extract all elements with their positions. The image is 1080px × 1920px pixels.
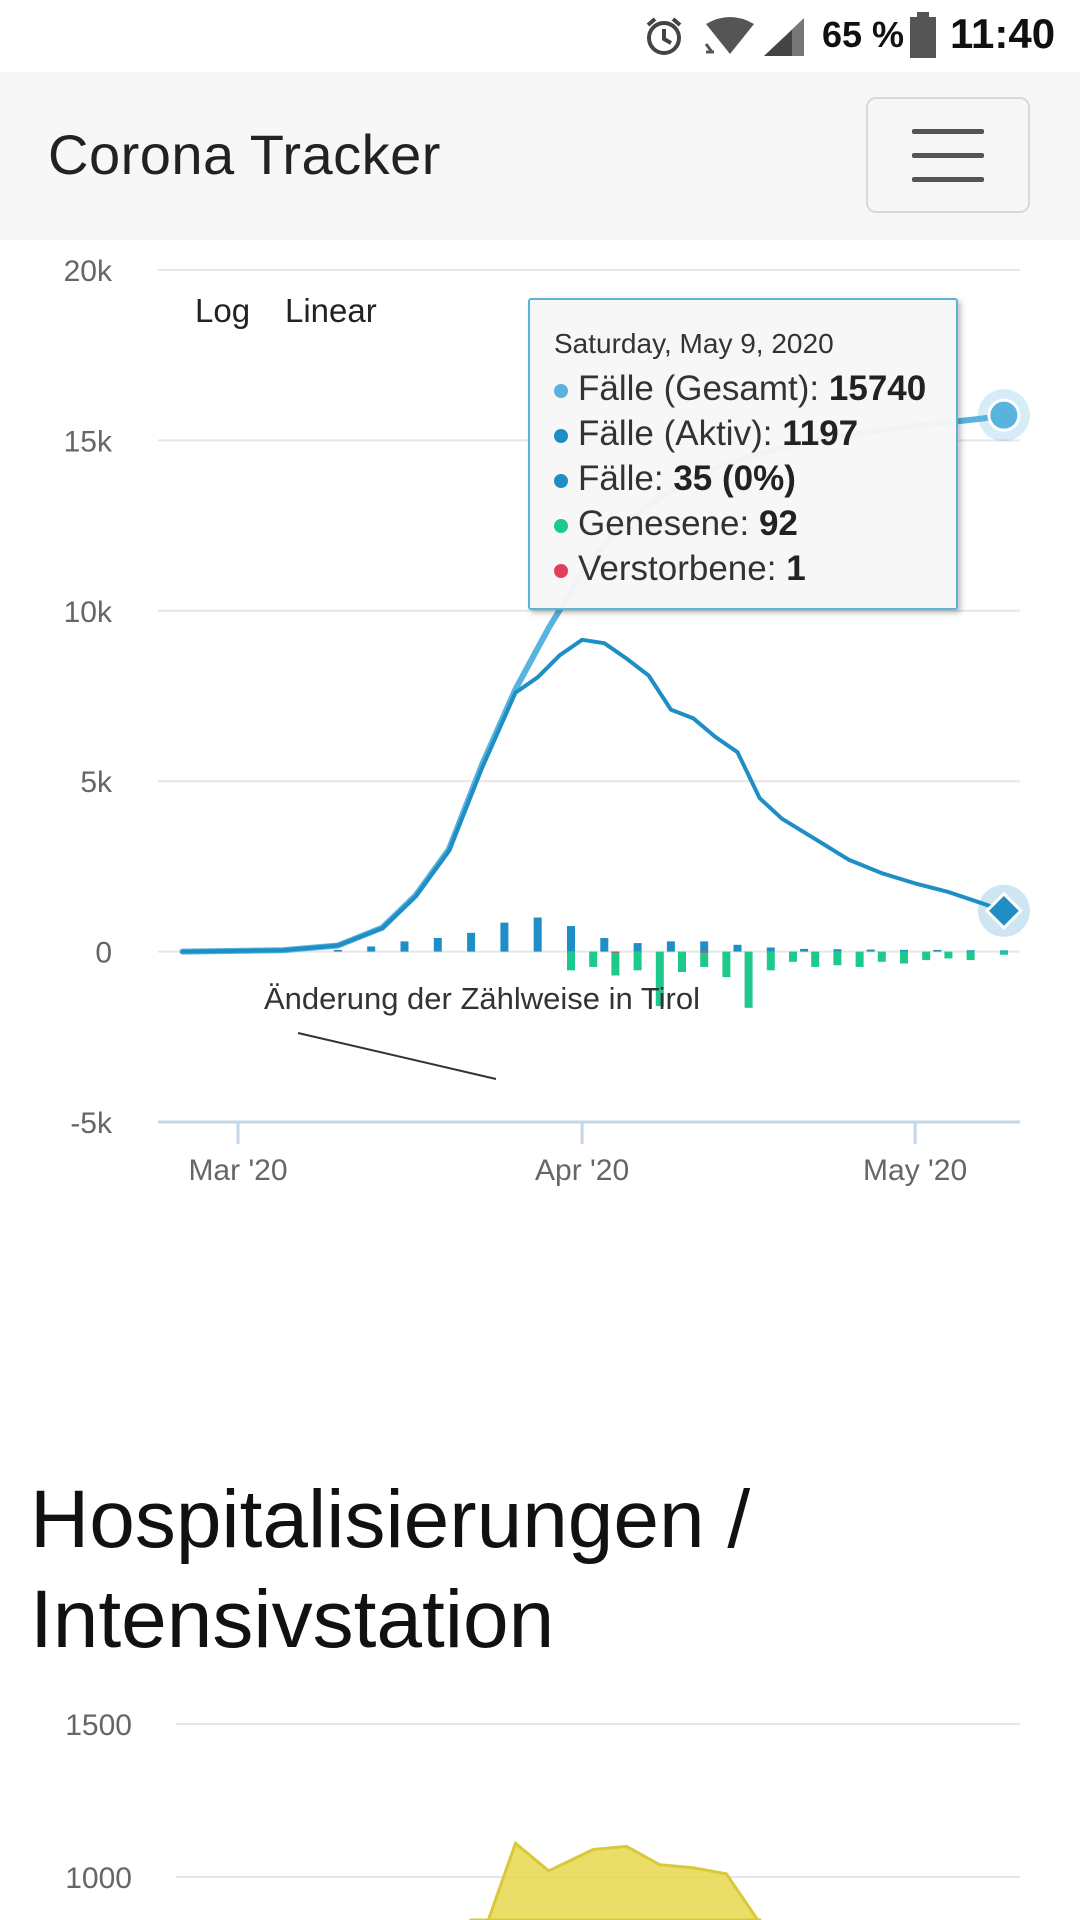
x-tick-label: Mar '20 xyxy=(188,1154,287,1187)
y-tick-label: 0 xyxy=(95,937,112,970)
battery-icon xyxy=(910,12,936,58)
app-title[interactable]: Corona Tracker xyxy=(48,123,441,186)
new-cases-bar xyxy=(500,922,509,952)
annotation-label: Änderung der Zählweise in Tirol xyxy=(264,981,700,1016)
recovered-bar xyxy=(944,951,953,959)
recovered-bar xyxy=(789,951,797,962)
deaths-bar xyxy=(700,951,709,953)
status-bar: 65 % 11:40 xyxy=(0,0,1080,72)
new-cases-bar xyxy=(900,949,908,952)
recovered-bar xyxy=(922,951,931,961)
active-point-marker xyxy=(984,891,1024,930)
annotation-connector xyxy=(297,1032,497,1080)
new-cases-bar xyxy=(933,949,942,952)
recovered-bar xyxy=(722,951,731,978)
recovered-bar xyxy=(833,951,842,966)
new-cases-bar xyxy=(866,949,875,952)
tooltip-row-deaths: Verstorbene: 1 xyxy=(554,546,934,591)
new-cases-bar xyxy=(766,947,775,952)
hamburger-icon xyxy=(912,153,984,158)
new-cases-bar xyxy=(800,948,809,952)
y-tick-label: 1500 xyxy=(65,1709,132,1742)
y-tick-label: 15k xyxy=(64,425,113,458)
y-axis: 20k 15k 10k 5k 0 -5k xyxy=(64,255,113,1140)
tooltip-date: Saturday, May 9, 2020 xyxy=(554,328,834,359)
tooltip-row-total: Fälle (Gesamt): 15740 xyxy=(554,366,934,411)
menu-toggle-button[interactable] xyxy=(866,97,1030,213)
wifi-icon xyxy=(704,17,754,54)
legend-dot-icon xyxy=(554,473,568,488)
section-title-hospital: Hospitalisierungen / Intensivstation xyxy=(30,1474,751,1665)
new-cases-bar xyxy=(367,946,376,952)
new-cases-bar xyxy=(400,941,409,952)
legend-dot-icon xyxy=(554,563,568,578)
recovered-bar xyxy=(877,951,886,962)
recovered-bar xyxy=(766,951,775,971)
tooltip-row-active: Fälle (Aktiv): 1197 xyxy=(554,411,934,456)
recovered-bar xyxy=(700,951,709,967)
new-cases-bar xyxy=(999,950,1008,952)
battery-percent: 65 % xyxy=(822,14,905,55)
recovered-bar xyxy=(966,951,975,961)
recovered-bar xyxy=(589,951,598,967)
hospital-area xyxy=(469,1840,762,1920)
new-cases-bar xyxy=(533,917,542,952)
y-tick-label: 20k xyxy=(64,255,113,288)
x-tick-label: May '20 xyxy=(863,1154,967,1187)
new-cases-bar xyxy=(567,926,575,952)
new-cases-bar xyxy=(433,937,442,952)
new-cases-bar xyxy=(733,944,742,952)
hamburger-icon xyxy=(912,177,984,182)
legend-dot-icon xyxy=(554,383,568,398)
cell-signal-icon xyxy=(764,18,804,56)
legend-dot-icon xyxy=(554,518,568,533)
y-tick-label: 10k xyxy=(64,596,113,629)
total-point-marker xyxy=(987,398,1021,432)
new-cases-bar xyxy=(333,949,342,952)
tooltip-row-recovered: Genesene: 92 xyxy=(554,501,934,546)
y-grid: 1500 1000 xyxy=(65,1709,1020,1895)
new-cases-bar xyxy=(467,932,476,952)
y-tick-label: 5k xyxy=(80,766,113,799)
recovered-bar xyxy=(744,951,753,1008)
recovered-bar xyxy=(611,951,620,976)
new-cases-bar xyxy=(833,949,842,952)
x-axis: Mar '20 Apr '20 May '20 xyxy=(188,1122,967,1187)
x-tick-label: Apr '20 xyxy=(535,1154,629,1187)
recovered-bar xyxy=(678,951,686,973)
clock: 11:40 xyxy=(950,10,1056,57)
scale-linear-button[interactable]: Linear xyxy=(285,292,377,329)
cases-chart[interactable]: 20k 15k 10k 5k 0 -5k Mar '20 Apr '20 May '20 Lo… xyxy=(0,240,1080,1420)
hamburger-icon xyxy=(912,129,984,134)
hospital-chart[interactable]: 1500 1000 xyxy=(0,1690,1080,1920)
daily-bars xyxy=(333,917,1008,1008)
recovered-bar xyxy=(567,951,575,971)
active-cases-line xyxy=(180,637,1006,954)
new-cases-bar xyxy=(633,943,642,952)
recovered-bar xyxy=(633,951,642,971)
deaths-bar xyxy=(611,951,620,953)
recovered-bar xyxy=(999,951,1008,955)
hover-markers xyxy=(977,389,1030,937)
new-cases-bar xyxy=(600,937,609,952)
y-tick-label: -5k xyxy=(70,1107,113,1140)
scale-log-button[interactable]: Log xyxy=(195,292,250,329)
new-cases-bar xyxy=(700,941,709,952)
recovered-bar xyxy=(811,951,820,967)
navbar: Corona Tracker xyxy=(0,72,1080,240)
new-cases-bar xyxy=(966,950,975,952)
chart-tooltip: Saturday, May 9, 2020 Fälle (Gesamt): 15… xyxy=(528,298,958,610)
recovered-bar xyxy=(655,951,664,1007)
y-tick-label: 1000 xyxy=(65,1862,132,1895)
recovered-bar xyxy=(855,951,864,967)
hospital-area-shape xyxy=(469,1840,762,1920)
new-cases-bar xyxy=(666,941,675,952)
recovered-bar xyxy=(900,951,908,964)
legend-dot-icon xyxy=(554,428,568,443)
alarm-icon xyxy=(646,17,682,55)
tooltip-row-new: Fälle: 35 (0%) xyxy=(554,456,934,501)
